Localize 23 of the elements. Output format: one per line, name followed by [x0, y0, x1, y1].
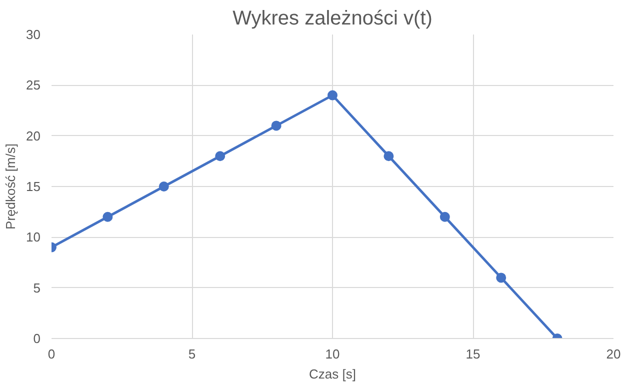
point	[328, 90, 338, 100]
x-axis-title: Czas [s]	[309, 366, 356, 382]
y-tick-label: 0	[33, 331, 41, 346]
point	[496, 272, 506, 283]
y-tick-label: 30	[26, 27, 41, 42]
y-axis-title: Prędkość [m/s]	[3, 144, 18, 230]
point	[384, 151, 394, 162]
x-tick-label: 15	[466, 346, 480, 362]
x-tick-label: 10	[325, 346, 340, 362]
chart-title: Wykres zależności v(t)	[232, 8, 432, 30]
point	[102, 212, 113, 222]
x-tick-label: 0	[48, 346, 56, 362]
y-tick-label: 10	[26, 230, 41, 245]
point	[158, 182, 169, 192]
x-tick-label: 5	[188, 346, 196, 362]
x-tick-label: 20	[606, 346, 621, 362]
point	[215, 151, 226, 162]
y-tick-label: 5	[33, 280, 41, 296]
y-tick-label: 15	[26, 179, 41, 194]
point	[271, 120, 282, 131]
y-tick-label: 20	[26, 128, 41, 144]
point	[440, 212, 450, 222]
y-tick-label: 25	[26, 78, 41, 93]
